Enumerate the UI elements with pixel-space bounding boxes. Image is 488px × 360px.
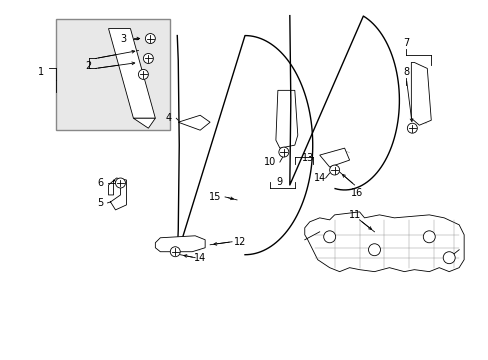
Text: 7: 7	[403, 37, 408, 48]
Polygon shape	[178, 115, 210, 130]
Text: 13: 13	[301, 153, 313, 163]
Polygon shape	[133, 118, 155, 128]
Circle shape	[145, 33, 155, 44]
Text: 16: 16	[351, 188, 363, 198]
Text: 10: 10	[263, 157, 275, 167]
Text: 15: 15	[208, 192, 221, 202]
Polygon shape	[155, 236, 205, 252]
Polygon shape	[304, 212, 463, 272]
Text: 9: 9	[276, 177, 283, 187]
Text: 8: 8	[403, 67, 408, 77]
Polygon shape	[275, 90, 297, 148]
Circle shape	[368, 244, 380, 256]
Text: 3: 3	[120, 33, 126, 44]
Circle shape	[442, 252, 454, 264]
Text: 4: 4	[165, 113, 171, 123]
Polygon shape	[108, 28, 155, 118]
Circle shape	[115, 178, 125, 188]
Circle shape	[143, 54, 153, 63]
Circle shape	[170, 247, 180, 257]
Text: 11: 11	[349, 210, 361, 220]
Circle shape	[138, 69, 148, 80]
Circle shape	[278, 147, 288, 157]
Text: 2: 2	[85, 62, 92, 71]
Text: 12: 12	[233, 237, 245, 247]
Circle shape	[407, 123, 416, 133]
Circle shape	[329, 165, 339, 175]
Text: 5: 5	[97, 198, 103, 208]
Polygon shape	[410, 62, 430, 125]
Text: 14: 14	[194, 253, 206, 263]
Text: 14: 14	[313, 173, 325, 183]
Text: 6: 6	[97, 178, 103, 188]
Circle shape	[423, 231, 434, 243]
Text: 1: 1	[38, 67, 44, 77]
Polygon shape	[319, 148, 349, 167]
Bar	[56, 19, 170, 130]
Circle shape	[323, 231, 335, 243]
